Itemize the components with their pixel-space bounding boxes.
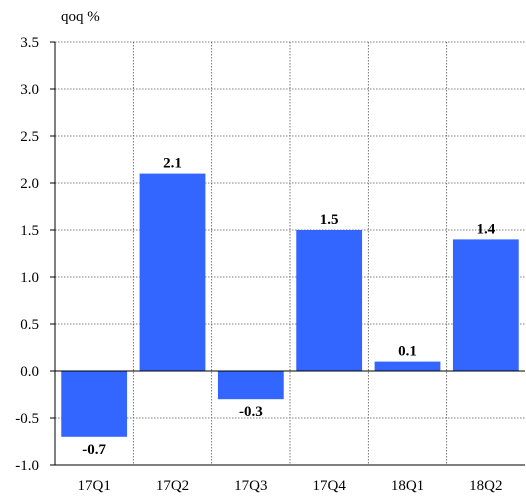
bar-17Q4: [296, 230, 363, 371]
y-tick-label: 1.5: [20, 223, 39, 239]
data-label: -0.7: [82, 442, 106, 458]
data-label: -0.3: [239, 404, 263, 420]
x-tick-label: 17Q4: [312, 478, 346, 494]
data-label: 1.5: [320, 212, 339, 228]
x-tick-labels: 17Q1 17Q2 17Q3 17Q4 18Q1 18Q2: [77, 478, 502, 494]
y-tick-label: 0.5: [20, 317, 39, 333]
y-tick-label: -0.5: [15, 411, 39, 427]
bar-18Q1: [374, 361, 441, 371]
bars: [61, 173, 519, 437]
y-axis-label: qoq %: [61, 9, 100, 25]
y-tick-label: 3.0: [20, 82, 39, 98]
x-tick-label: 17Q2: [156, 478, 189, 494]
y-tick-label: 2.5: [20, 129, 39, 145]
y-tick-label: 1.0: [20, 270, 39, 286]
data-labels: -0.7 2.1 -0.3 1.5 0.1 1.4: [82, 156, 495, 458]
x-tick-label: 18Q2: [469, 478, 502, 494]
x-tick-label: 17Q3: [234, 478, 267, 494]
y-tick-label: -1.0: [15, 458, 39, 474]
y-tick-label: 2.0: [20, 176, 39, 192]
data-label: 0.1: [398, 344, 417, 360]
data-label: 1.4: [476, 221, 495, 237]
x-tick-label: 18Q1: [391, 478, 424, 494]
bar-17Q2: [139, 173, 206, 371]
y-tick-labels: 3.5 3.0 2.5 2.0 1.5 1.0 0.5 0.0 -0.5 -1.0: [15, 35, 39, 474]
y-tick-label: 0.0: [20, 364, 39, 380]
bar-18Q2: [452, 239, 519, 371]
y-tick-label: 3.5: [20, 35, 39, 51]
x-tick-label: 17Q1: [77, 478, 110, 494]
axes: [50, 41, 525, 466]
bar-17Q3: [217, 371, 284, 400]
bar-17Q1: [61, 371, 128, 437]
data-label: 2.1: [163, 156, 182, 172]
